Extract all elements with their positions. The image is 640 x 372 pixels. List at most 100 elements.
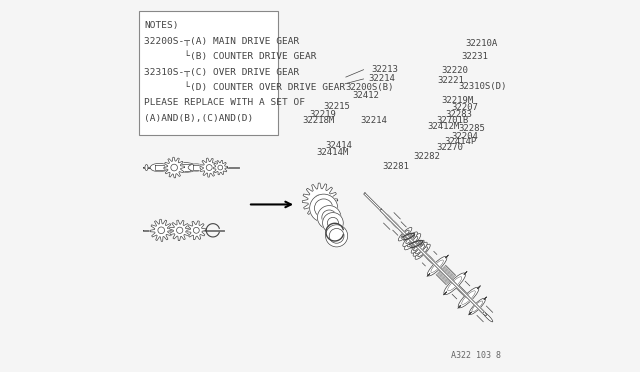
Ellipse shape [436,265,445,275]
Text: 32213: 32213 [372,65,399,74]
Ellipse shape [483,312,493,322]
Ellipse shape [444,273,465,295]
Ellipse shape [452,281,465,295]
Ellipse shape [397,227,406,235]
Text: 32412: 32412 [353,91,380,100]
Ellipse shape [145,164,148,170]
Text: 32219: 32219 [310,109,337,119]
Ellipse shape [456,286,470,299]
Text: 32214: 32214 [368,74,395,83]
Text: 32281: 32281 [382,162,409,171]
Ellipse shape [406,235,415,244]
Text: 32215: 32215 [324,102,351,111]
Polygon shape [302,183,338,218]
Ellipse shape [403,232,417,247]
Text: 32283: 32283 [445,109,472,119]
Circle shape [171,164,177,171]
Polygon shape [156,165,164,170]
Circle shape [193,227,199,233]
Ellipse shape [477,306,486,315]
Ellipse shape [446,275,456,285]
Text: 32200S(B): 32200S(B) [346,83,394,92]
Polygon shape [170,166,175,170]
Ellipse shape [408,237,418,247]
Ellipse shape [415,245,425,254]
Ellipse shape [472,301,483,312]
Ellipse shape [418,247,428,257]
Ellipse shape [461,291,476,304]
Circle shape [326,225,348,247]
Circle shape [323,212,343,233]
Polygon shape [380,209,484,314]
Polygon shape [193,165,200,170]
Polygon shape [205,165,213,170]
FancyBboxPatch shape [139,12,278,135]
Circle shape [310,194,338,222]
Ellipse shape [401,230,409,238]
Ellipse shape [413,242,428,256]
Ellipse shape [415,244,430,259]
Ellipse shape [150,163,168,172]
Text: 32210A: 32210A [466,39,498,48]
Ellipse shape [447,277,461,291]
Text: (A)AND(B),(C)AND(D): (A)AND(B),(C)AND(D) [144,113,253,123]
Text: 32414P: 32414P [444,137,476,146]
Text: PLEASE REPLACE WITH A SET OF: PLEASE REPLACE WITH A SET OF [144,98,305,107]
Polygon shape [216,166,221,170]
Ellipse shape [390,219,401,230]
Polygon shape [180,164,190,171]
Text: 32218M: 32218M [302,116,335,125]
Text: 32221: 32221 [437,76,464,85]
Polygon shape [170,220,190,241]
Text: 32231: 32231 [461,52,488,61]
Text: └(D) COUNTER OVER DRIVE GEAR: └(D) COUNTER OVER DRIVE GEAR [144,83,346,92]
Text: 32285: 32285 [458,124,485,133]
Text: 32414M: 32414M [316,148,349,157]
Circle shape [158,227,164,234]
Polygon shape [147,167,239,168]
Polygon shape [200,158,219,177]
Text: 32270: 32270 [436,143,463,152]
Text: 32310S-┬(C) OVER DRIVE GEAR: 32310S-┬(C) OVER DRIVE GEAR [144,67,300,76]
Ellipse shape [200,163,218,172]
Ellipse shape [188,164,204,171]
Ellipse shape [212,164,225,170]
Circle shape [206,164,212,170]
Text: A322 103 8: A322 103 8 [451,350,501,359]
Ellipse shape [398,227,412,241]
Polygon shape [364,193,490,320]
Ellipse shape [458,287,479,308]
Polygon shape [143,167,161,168]
Circle shape [317,206,341,229]
Text: 32200S-┬(A) MAIN DRIVE GEAR: 32200S-┬(A) MAIN DRIVE GEAR [144,36,300,45]
Ellipse shape [383,212,394,223]
Text: 32204: 32204 [451,132,478,141]
Ellipse shape [469,298,485,314]
Polygon shape [150,219,172,241]
Ellipse shape [404,234,420,250]
Text: NOTES): NOTES) [144,20,179,30]
Ellipse shape [166,164,179,170]
Circle shape [177,227,183,234]
Ellipse shape [413,243,422,251]
Polygon shape [187,221,206,240]
Text: 32701B: 32701B [436,116,468,125]
Text: 32214: 32214 [360,116,387,125]
Ellipse shape [411,240,424,253]
Text: 32219M: 32219M [441,96,474,105]
Polygon shape [213,160,228,175]
Ellipse shape [393,222,401,230]
Polygon shape [164,157,184,178]
Text: └(B) COUNTER DRIVE GEAR: └(B) COUNTER DRIVE GEAR [144,52,317,61]
Text: 32414: 32414 [326,141,353,150]
Ellipse shape [422,251,434,263]
Polygon shape [143,230,224,231]
Circle shape [314,195,326,207]
Text: 32282: 32282 [413,152,440,161]
Text: 32412M: 32412M [427,122,460,131]
Ellipse shape [174,163,196,173]
Circle shape [218,165,223,170]
Ellipse shape [431,260,444,272]
Text: 32207: 32207 [451,103,478,112]
Text: 32220: 32220 [442,66,468,75]
